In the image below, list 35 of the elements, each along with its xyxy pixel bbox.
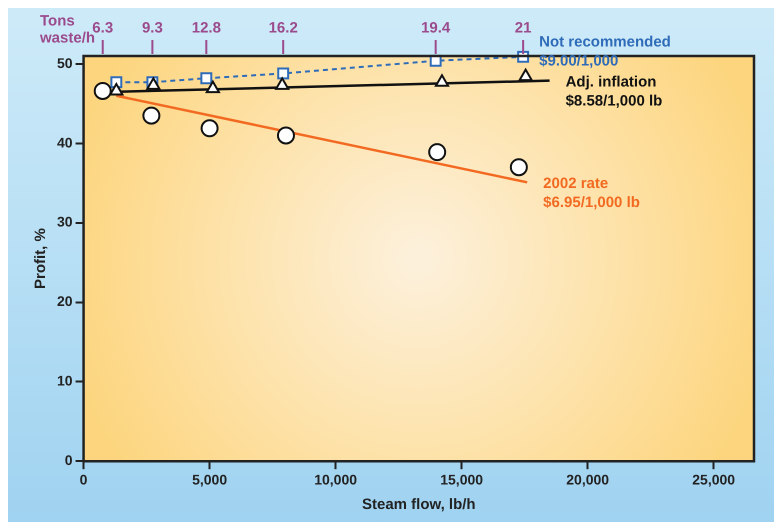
annotation: 21: [514, 20, 532, 37]
x-tick-label: 10,000: [314, 471, 358, 488]
x-tick-label: 0: [80, 471, 88, 488]
point: [428, 143, 446, 162]
annotation: 12.8: [192, 20, 221, 37]
series-label: Not recommended $9.00/1,000: [539, 33, 671, 70]
y-tick-label: 40: [56, 134, 73, 150]
point: [109, 82, 124, 96]
point: [200, 72, 212, 84]
y-tick-label: 0: [64, 452, 73, 468]
point: [200, 119, 219, 138]
x-tick-label: 25,000: [692, 471, 736, 488]
y-tick-label: 20: [56, 293, 73, 310]
y-tick-label: 50: [56, 54, 73, 71]
series-label: 2002 rate $6.95/1,000 lb: [543, 174, 640, 211]
point: [142, 106, 160, 125]
series-label: Adj. inflation $8.58/1,000 lb: [566, 73, 662, 110]
point: [206, 80, 220, 94]
y-tick-label: 30: [56, 214, 73, 230]
point: [434, 74, 450, 87]
x-tick-label: 20,000: [566, 471, 610, 488]
x-tick-label: 15,000: [440, 471, 484, 488]
point: [518, 68, 533, 82]
y-tick-label: 10: [56, 372, 73, 389]
point: [510, 158, 528, 176]
point: [275, 77, 290, 90]
point: [94, 82, 112, 100]
x-tick-label: 5,000: [192, 471, 228, 488]
x-axis-title: Steam flow, lb/h: [362, 496, 476, 514]
y-axis-title: Profit, %: [32, 228, 50, 290]
annotation: 19.4: [421, 20, 451, 37]
point: [277, 68, 290, 80]
annotation: 16.2: [268, 20, 298, 37]
point: [276, 126, 295, 144]
annotation: 9.3: [142, 20, 163, 37]
